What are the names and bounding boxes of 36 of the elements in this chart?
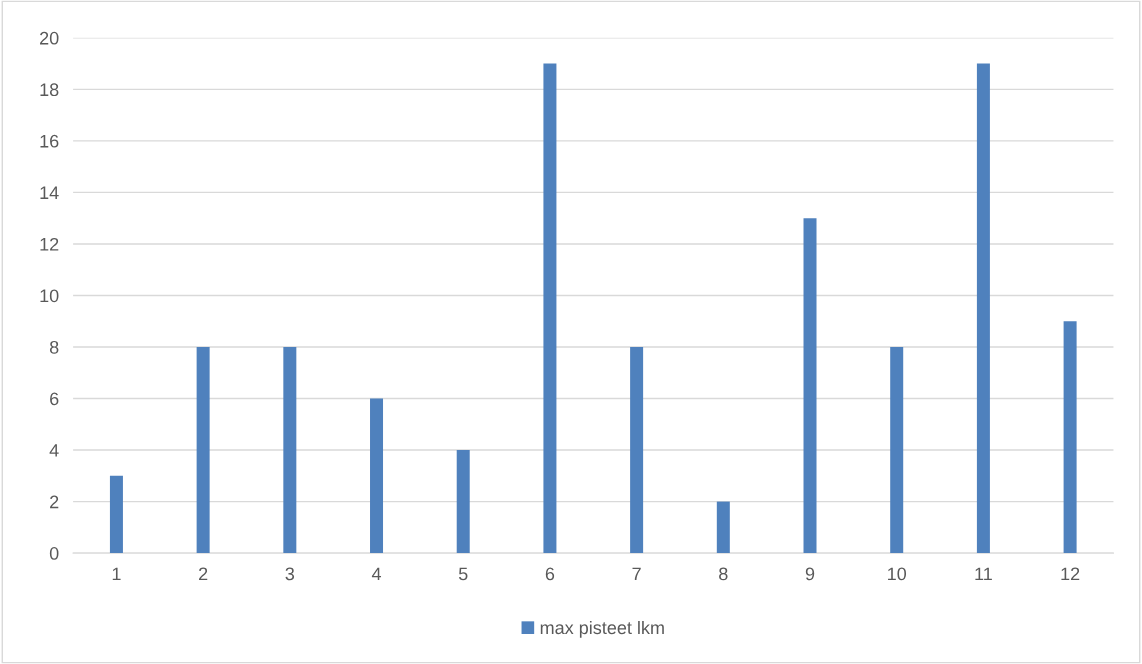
y-tick-label: 18 [40, 83, 59, 97]
x-tick-label: 6 [545, 567, 555, 581]
x-tick-label: 12 [1061, 567, 1080, 581]
x-tick-label: 9 [805, 567, 815, 581]
x-tick-label: 11 [975, 567, 992, 581]
x-tick-label: 7 [632, 567, 641, 581]
y-tick-label: 16 [40, 134, 59, 148]
bar [976, 63, 990, 554]
x-tick-label: 3 [285, 567, 295, 581]
x-tick-label: 8 [719, 567, 728, 581]
bar [716, 501, 730, 554]
bar [456, 450, 470, 554]
bar [630, 347, 644, 554]
x-tick-label: 1 [112, 567, 121, 581]
y-tick-label: 4 [49, 444, 59, 457]
bar [803, 218, 817, 554]
y-tick-label: 12 [40, 237, 59, 251]
bar [1063, 321, 1077, 554]
bar [543, 63, 557, 554]
x-tick-label: 2 [199, 567, 208, 581]
y-tick-label: 8 [49, 340, 59, 354]
y-tick-label: 6 [50, 392, 59, 406]
bar [890, 347, 904, 554]
bar [283, 347, 297, 554]
x-tick-label: 4 [371, 567, 382, 581]
x-tick-label: 10 [888, 567, 907, 581]
bar [196, 347, 210, 554]
bar [109, 475, 123, 554]
x-tick-label: 5 [458, 567, 468, 581]
y-tick-label: 10 [40, 289, 59, 303]
y-tick-label: 0 [49, 547, 59, 560]
bar [370, 398, 384, 554]
y-tick-label: 14 [40, 186, 59, 199]
y-tick-label: 2 [50, 495, 59, 509]
y-tick-label: 20 [40, 31, 59, 45]
legend-label: max pisteet lkm [540, 620, 664, 638]
